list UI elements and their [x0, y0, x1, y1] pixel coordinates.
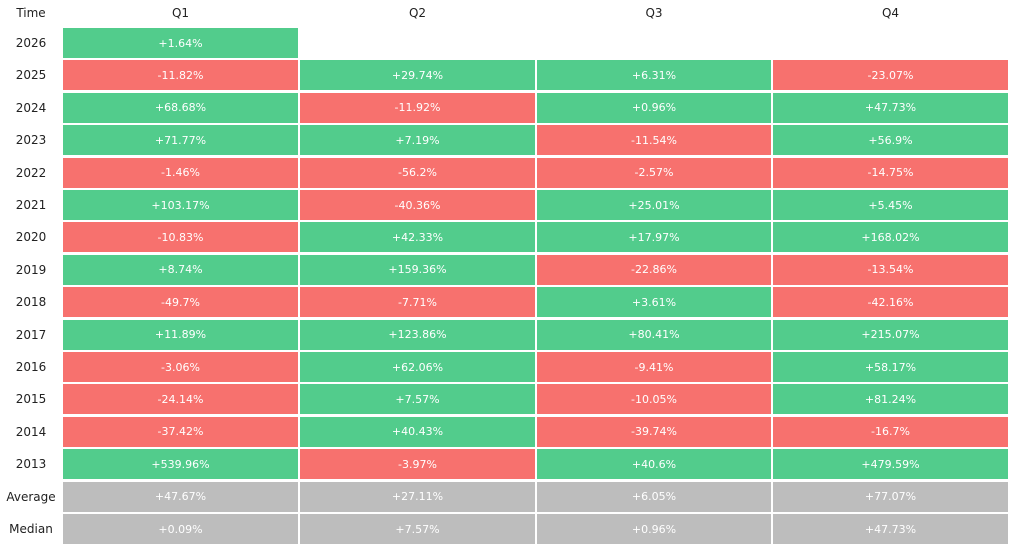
return-cell: -39.74%	[537, 416, 771, 447]
return-cell: -10.05%	[537, 384, 771, 415]
return-cell: -42.16%	[773, 287, 1008, 318]
return-cell: +7.57%	[300, 384, 535, 415]
return-cell: -22.86%	[537, 254, 771, 285]
return-cell: -10.83%	[63, 222, 298, 253]
return-cell: +47.67%	[63, 481, 298, 512]
return-cell: -49.7%	[63, 287, 298, 318]
row-label: 2022	[15, 165, 47, 180]
return-cell: -24.14%	[63, 384, 298, 415]
return-cell: +68.68%	[63, 92, 298, 123]
return-cell: +1.64%	[63, 28, 298, 58]
return-cell: +123.86%	[300, 319, 535, 350]
return-cell: -2.57%	[537, 157, 771, 188]
return-cell: -7.71%	[300, 287, 535, 318]
return-cell: +80.41%	[537, 319, 771, 350]
return-cell: +25.01%	[537, 190, 771, 220]
return-cell: +6.31%	[537, 60, 771, 91]
row-label: 2021	[15, 198, 47, 212]
return-cell: +479.59%	[773, 449, 1008, 480]
return-cell: +7.19%	[300, 125, 535, 156]
row-label: 2017	[15, 327, 47, 342]
row-label: 2015	[15, 392, 47, 407]
row-label: Median	[9, 522, 53, 536]
column-header: Q3	[645, 5, 663, 20]
return-cell: -3.06%	[63, 352, 298, 382]
return-cell: -3.97%	[300, 449, 535, 480]
return-cell: +58.17%	[773, 352, 1008, 382]
return-cell: +29.74%	[300, 60, 535, 91]
column-header: Q1	[171, 5, 190, 20]
return-cell: -11.54%	[537, 125, 771, 156]
return-cell: -1.46%	[63, 157, 298, 188]
return-cell: +17.97%	[537, 222, 771, 253]
return-cell: -11.82%	[63, 60, 298, 91]
return-cell: +62.06%	[300, 352, 535, 382]
return-cell: -9.41%	[537, 352, 771, 382]
return-cell: -40.36%	[300, 190, 535, 220]
return-cell: +215.07%	[773, 319, 1008, 350]
return-cell: +47.73%	[773, 514, 1008, 544]
return-cell: +0.09%	[63, 514, 298, 544]
return-cell: -16.7%	[773, 416, 1008, 447]
return-cell: +5.45%	[773, 190, 1008, 220]
row-label: 2014	[15, 424, 47, 439]
row-label: 2025	[15, 68, 47, 83]
return-cell: +77.07%	[773, 481, 1008, 512]
return-cell: -37.42%	[63, 416, 298, 447]
column-header: Q2	[408, 5, 427, 20]
return-cell: +56.9%	[773, 125, 1008, 156]
row-label: 2018	[15, 295, 47, 310]
return-cell: +71.77%	[63, 125, 298, 156]
return-cell: +0.96%	[537, 514, 771, 544]
row-label: 2016	[15, 360, 47, 374]
row-label: 2026	[15, 36, 47, 50]
row-label: 2023	[15, 133, 47, 148]
return-cell: -11.92%	[300, 92, 535, 123]
row-label: 2020	[15, 230, 47, 245]
row-label: 2013	[15, 457, 47, 472]
return-cell: +40.43%	[300, 416, 535, 447]
row-label: 2019	[15, 262, 47, 277]
return-cell: +81.24%	[773, 384, 1008, 415]
return-cell: +3.61%	[537, 287, 771, 318]
return-cell: +40.6%	[537, 449, 771, 480]
return-cell: -13.54%	[773, 254, 1008, 285]
return-cell: +6.05%	[537, 481, 771, 512]
row-label: Average	[6, 489, 56, 504]
return-cell: +11.89%	[63, 319, 298, 350]
return-cell: -14.75%	[773, 157, 1008, 188]
column-header: Time	[16, 5, 46, 20]
return-cell: -56.2%	[300, 157, 535, 188]
return-cell: +7.57%	[300, 514, 535, 544]
return-cell: +539.96%	[63, 449, 298, 480]
return-cell: +27.11%	[300, 481, 535, 512]
return-cell: +159.36%	[300, 254, 535, 285]
row-label: 2024	[15, 100, 47, 115]
return-cell: +47.73%	[773, 92, 1008, 123]
return-cell: +0.96%	[537, 92, 771, 123]
return-cell: -23.07%	[773, 60, 1008, 91]
return-cell: +103.17%	[63, 190, 298, 220]
return-cell: +8.74%	[63, 254, 298, 285]
return-cell: +168.02%	[773, 222, 1008, 253]
return-cell: +42.33%	[300, 222, 535, 253]
column-header: Q4	[881, 5, 900, 20]
